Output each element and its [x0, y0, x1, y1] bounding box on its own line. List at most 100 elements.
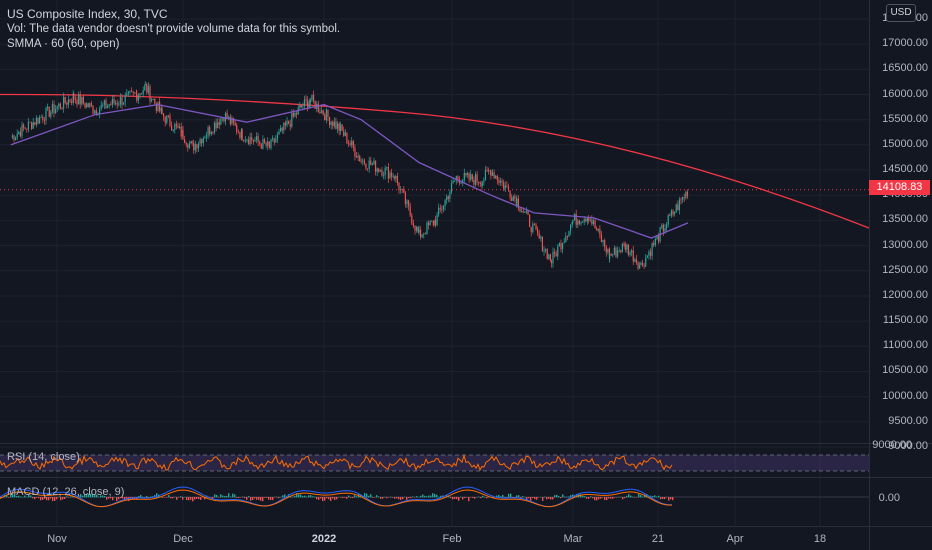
candle: [324, 114, 326, 121]
macd-histogram-bar: [196, 497, 198, 499]
candle: [302, 106, 304, 108]
candle: [466, 173, 469, 176]
candle: [553, 251, 556, 254]
macd-histogram-bar: [460, 496, 462, 498]
candle: [607, 248, 609, 253]
candle: [406, 200, 408, 204]
macd-histogram-bar: [326, 497, 328, 499]
macd-histogram-bar: [80, 494, 82, 498]
candle: [87, 103, 89, 107]
candle: [142, 90, 144, 94]
candle: [471, 174, 473, 180]
candle: [215, 122, 217, 129]
candle: [239, 132, 241, 138]
macd-histogram-bar: [24, 495, 26, 498]
candle: [146, 83, 148, 93]
macd-histogram-bar: [258, 497, 260, 500]
rsi-indicator-label[interactable]: RSI (14, close): [7, 451, 80, 463]
macd-histogram-bar: [290, 495, 292, 498]
candle: [568, 231, 570, 237]
candle: [182, 130, 184, 140]
candle: [373, 160, 375, 165]
macd-histogram-bar: [474, 497, 476, 499]
macd-histogram-bar: [662, 497, 664, 500]
candle: [132, 91, 134, 93]
macd-histogram-bar: [166, 497, 168, 498]
macd-histogram-bar: [110, 497, 112, 499]
candle: [669, 215, 671, 217]
macd-pane-separator[interactable]: [0, 477, 932, 478]
symbol-title[interactable]: US Composite Index, 30, TVC: [7, 7, 168, 21]
macd-histogram-bar: [390, 496, 392, 498]
candle: [540, 236, 542, 239]
rsi-pane-separator[interactable]: [0, 443, 932, 444]
candle: [251, 137, 253, 141]
macd-histogram-bar: [152, 496, 154, 498]
macd-histogram-bar: [330, 497, 332, 501]
macd-histogram-bar: [482, 495, 484, 498]
candle: [270, 139, 272, 148]
candle: [478, 181, 480, 184]
macd-histogram-bar: [266, 497, 268, 498]
candle: [131, 91, 133, 93]
price-axis-tick: 13500.00: [882, 213, 928, 226]
macd-histogram-bar: [218, 497, 220, 498]
candle: [489, 170, 491, 172]
macd-histogram-bar: [286, 497, 288, 498]
candle: [360, 161, 362, 162]
macd-histogram-bar: [142, 496, 144, 498]
candle: [15, 137, 17, 141]
macd-histogram-bar: [270, 497, 272, 500]
macd-histogram-bar: [592, 497, 594, 499]
macd-histogram-bar: [464, 497, 466, 499]
macd-histogram-bar: [316, 497, 318, 500]
candle: [442, 206, 445, 210]
candle: [194, 144, 196, 151]
candle: [161, 108, 163, 114]
candle: [246, 139, 248, 141]
candle: [572, 220, 574, 222]
candle: [89, 103, 91, 107]
candle: [600, 234, 603, 242]
smma-indicator-label[interactable]: SMMA · 60 (60, open): [7, 38, 120, 50]
price-axis[interactable]: [869, 0, 932, 550]
candle: [452, 181, 454, 184]
candle: [247, 139, 250, 144]
macd-histogram-bar: [528, 497, 530, 499]
candle: [118, 104, 120, 106]
macd-histogram-bar: [8, 497, 10, 498]
candle: [504, 185, 506, 189]
macd-histogram-bar: [526, 497, 528, 501]
macd-histogram-bar: [298, 494, 300, 498]
macd-histogram-bar: [586, 497, 588, 499]
candle: [640, 262, 642, 265]
candle: [454, 180, 456, 182]
macd-histogram-bar: [300, 494, 302, 498]
macd-histogram-bar: [246, 497, 248, 500]
rsi-axis-tick: 9000.00: [872, 439, 912, 451]
candle: [503, 182, 505, 189]
price-axis-tick: 9500.00: [888, 414, 928, 427]
candle: [429, 221, 431, 226]
candle: [635, 259, 638, 263]
candle: [31, 122, 33, 129]
macd-histogram-bar: [590, 496, 592, 498]
currency-button[interactable]: USD: [886, 4, 916, 22]
candle: [217, 122, 219, 129]
candle: [359, 155, 361, 162]
candle: [620, 250, 622, 253]
candle: [314, 100, 316, 109]
candle: [303, 99, 306, 107]
time-axis-label: Feb: [442, 533, 462, 545]
candle: [320, 110, 323, 114]
macd-histogram-bar: [84, 494, 86, 498]
candle: [82, 96, 84, 104]
candle: [260, 143, 262, 149]
candle: [27, 121, 29, 130]
macd-histogram-bar: [520, 497, 522, 499]
macd-histogram-bar: [98, 496, 100, 498]
candle: [92, 105, 94, 114]
candle: [343, 130, 345, 136]
macd-indicator-label[interactable]: MACD (12, 26, close, 9): [7, 486, 125, 498]
